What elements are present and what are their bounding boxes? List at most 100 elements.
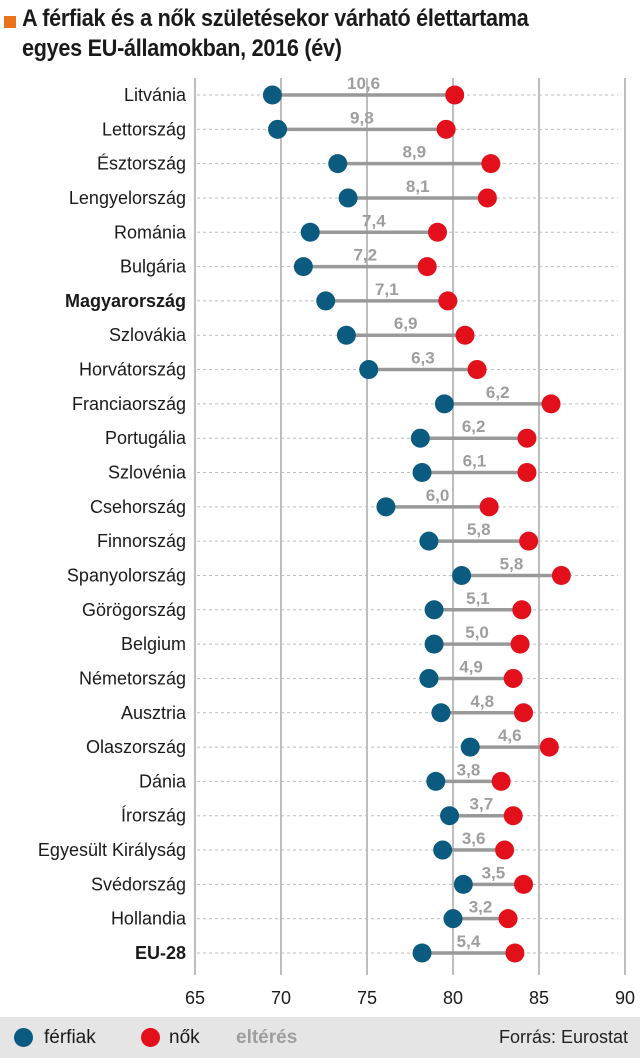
x-tick-label: 80 [443, 988, 463, 1008]
women-point [477, 188, 497, 208]
women-point [428, 222, 448, 242]
legend-women-label: nők [169, 1027, 200, 1048]
country-label: Csehország [90, 497, 186, 517]
men-point [460, 737, 480, 757]
x-tick-label: 90 [615, 988, 635, 1008]
title-text: A férfiak és a nők születésekor várható … [22, 4, 575, 64]
difference-label: 8,9 [402, 143, 426, 162]
women-point [481, 154, 501, 174]
legend-footer: férfiak nők eltérés Forrás: Eurostat [0, 1017, 640, 1058]
women-point [514, 874, 534, 894]
x-tick-label: 70 [271, 988, 291, 1008]
legend-difference-label: eltérés [236, 1027, 298, 1048]
country-label: Szlovénia [108, 463, 187, 483]
men-point [424, 600, 444, 620]
men-point [268, 119, 288, 139]
difference-label: 6,9 [394, 314, 418, 333]
title-line-2: egyes EU-államokban, 2016 (év) [22, 35, 342, 62]
difference-label: 9,8 [350, 108, 374, 127]
country-label: Egyesült Királyság [38, 840, 186, 860]
country-label: Dánia [139, 771, 187, 791]
difference-label: 6,3 [411, 349, 435, 368]
women-point [519, 531, 539, 551]
country-label: Bulgária [120, 257, 187, 277]
men-point [336, 325, 356, 345]
difference-label: 8,1 [406, 177, 430, 196]
women-point [479, 497, 499, 517]
women-point [512, 600, 532, 620]
women-point [514, 703, 534, 723]
women-point [503, 806, 523, 826]
women-point [495, 840, 515, 860]
x-tick-label: 65 [185, 988, 205, 1008]
men-point [412, 943, 432, 963]
difference-label: 6,2 [486, 383, 510, 402]
men-point [453, 874, 473, 894]
difference-label: 7,4 [362, 211, 386, 230]
men-point [293, 257, 313, 277]
title-accent-square [4, 16, 16, 28]
women-point [505, 943, 525, 963]
women-point [417, 257, 437, 277]
difference-label: 3,2 [469, 898, 493, 917]
men-point [424, 634, 444, 654]
country-label: Lengyelország [69, 188, 186, 208]
men-point [426, 771, 446, 791]
country-label: Szlovákia [109, 325, 187, 345]
difference-label: 5,0 [465, 623, 489, 642]
source-note: Forrás: Eurostat [498, 1027, 628, 1047]
difference-label: 5,8 [467, 520, 491, 539]
difference-label: 3,6 [462, 829, 486, 848]
men-point [328, 154, 348, 174]
men-point [262, 85, 282, 105]
country-label: Franciaország [72, 394, 186, 414]
country-label: Belgium [121, 634, 186, 654]
men-point [316, 291, 336, 311]
country-label: Magyarország [65, 291, 186, 311]
women-point [467, 360, 487, 380]
country-label: Finnország [97, 531, 186, 551]
men-point [419, 531, 439, 551]
country-label: Észtország [97, 154, 186, 174]
legend-men-label: férfiak [44, 1027, 96, 1048]
x-tick-label: 85 [529, 988, 549, 1008]
women-point [517, 428, 537, 448]
men-point [434, 394, 454, 414]
women-point [551, 565, 571, 585]
difference-label: 6,2 [462, 417, 486, 436]
difference-label: 5,8 [500, 554, 524, 573]
difference-label: 4,9 [459, 657, 483, 676]
country-label: Lettország [102, 119, 186, 139]
difference-label: 4,6 [498, 726, 522, 745]
difference-label: 7,1 [375, 280, 399, 299]
women-point [510, 634, 530, 654]
difference-label: 5,1 [466, 589, 490, 608]
men-point [376, 497, 396, 517]
difference-label: 10,6 [347, 74, 380, 93]
men-point [359, 360, 379, 380]
men-point [431, 703, 451, 723]
country-label: Ausztria [121, 703, 187, 723]
men-point [410, 428, 430, 448]
legend-men-marker [14, 1028, 33, 1047]
women-point [541, 394, 561, 414]
men-point [433, 840, 453, 860]
women-point [455, 325, 475, 345]
country-label: Németország [79, 668, 186, 688]
difference-label: 6,1 [463, 452, 487, 471]
country-label: Litvánia [124, 85, 187, 105]
difference-label: 5,4 [457, 932, 481, 951]
country-label: Portugália [105, 428, 187, 448]
country-label: Románia [114, 222, 187, 242]
country-label: Görögország [82, 600, 186, 620]
men-point [452, 565, 472, 585]
men-point [443, 909, 463, 929]
country-label: Olaszország [86, 737, 186, 757]
men-point [419, 668, 439, 688]
men-point [300, 222, 320, 242]
dumbbell-chart: 10,6 Litvánia 9,8 Lettország 8,9 Észtország 8,… [38, 74, 635, 1008]
women-point [498, 909, 518, 929]
country-label: Írország [121, 806, 186, 826]
women-point [503, 668, 523, 688]
country-label: Horvátország [79, 360, 186, 380]
